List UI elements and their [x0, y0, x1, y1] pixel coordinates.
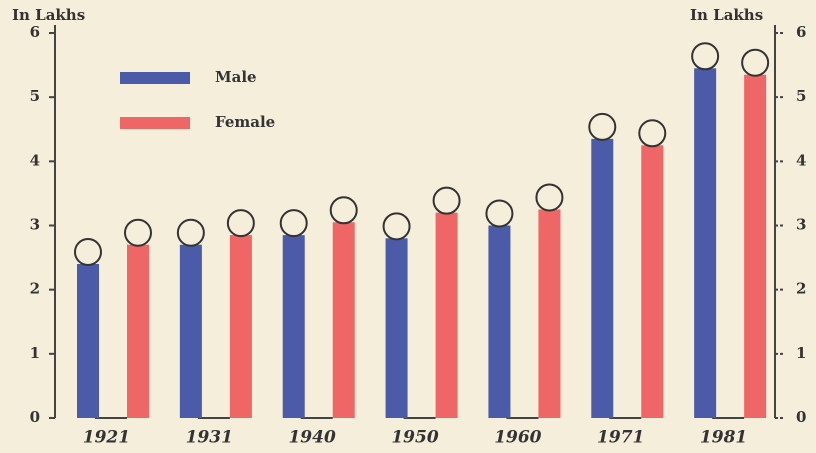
y2-tick-label: 0	[796, 408, 806, 426]
figure-head	[331, 197, 357, 223]
figure-head	[692, 43, 718, 69]
figure-head	[434, 188, 460, 214]
figure-head	[228, 210, 254, 236]
figure-head	[384, 213, 410, 239]
bar	[386, 238, 408, 418]
figure-head	[75, 239, 101, 265]
figure-head	[639, 120, 665, 146]
x-tick-label: 1981	[700, 428, 747, 448]
bar	[77, 264, 99, 418]
y2-tick-label: 1	[796, 344, 806, 362]
x-tick-label: 1921	[83, 428, 130, 448]
bar	[538, 209, 560, 418]
bar	[641, 145, 663, 418]
figure-head	[125, 220, 151, 246]
y-tick-label: 5	[30, 87, 40, 105]
y2-tick-label: 2	[796, 280, 806, 298]
figure-head	[742, 50, 768, 76]
y2-tick-label: 4	[796, 151, 806, 169]
y-tick-label: 0	[30, 408, 40, 426]
figure-head	[281, 210, 307, 236]
bar	[127, 245, 149, 418]
bar	[180, 245, 202, 418]
bar	[333, 222, 355, 418]
x-tick-label: 1931	[186, 428, 233, 448]
legend-label: Female	[215, 113, 275, 131]
y2-axis-label: In Lakhs	[690, 6, 763, 24]
y-tick-label: 2	[30, 280, 40, 298]
chart: In Lakhs In Lakhs 0 1 2 3 4 5 6 0 1 2 3 4 5 6 Male Fema…	[0, 0, 816, 453]
bar	[230, 235, 252, 418]
figure-head	[178, 220, 204, 246]
x-tick-label: 1960	[494, 428, 541, 448]
bar	[436, 213, 458, 418]
legend-label: Male	[215, 68, 257, 86]
y-axis-label: In Lakhs	[12, 6, 85, 24]
legend-swatch	[120, 72, 190, 84]
bar	[744, 75, 766, 418]
bar	[283, 235, 305, 418]
y2-tick-label: 3	[796, 216, 806, 234]
figure-head	[589, 114, 615, 140]
figure-head	[536, 184, 562, 210]
y-tick-label: 6	[30, 23, 40, 41]
y-tick-label: 3	[30, 216, 40, 234]
x-tick-label: 1971	[597, 428, 644, 448]
figure-head	[486, 201, 512, 227]
y-tick-label: 4	[30, 151, 40, 169]
bar	[591, 139, 613, 418]
y-tick-label: 1	[30, 344, 40, 362]
x-tick-label: 1950	[391, 428, 438, 448]
y2-tick-label: 6	[796, 23, 806, 41]
bar	[488, 226, 510, 419]
y2-tick-label: 5	[796, 87, 806, 105]
legend-swatch	[120, 117, 190, 129]
x-tick-label: 1940	[288, 428, 335, 448]
bar	[694, 68, 716, 418]
